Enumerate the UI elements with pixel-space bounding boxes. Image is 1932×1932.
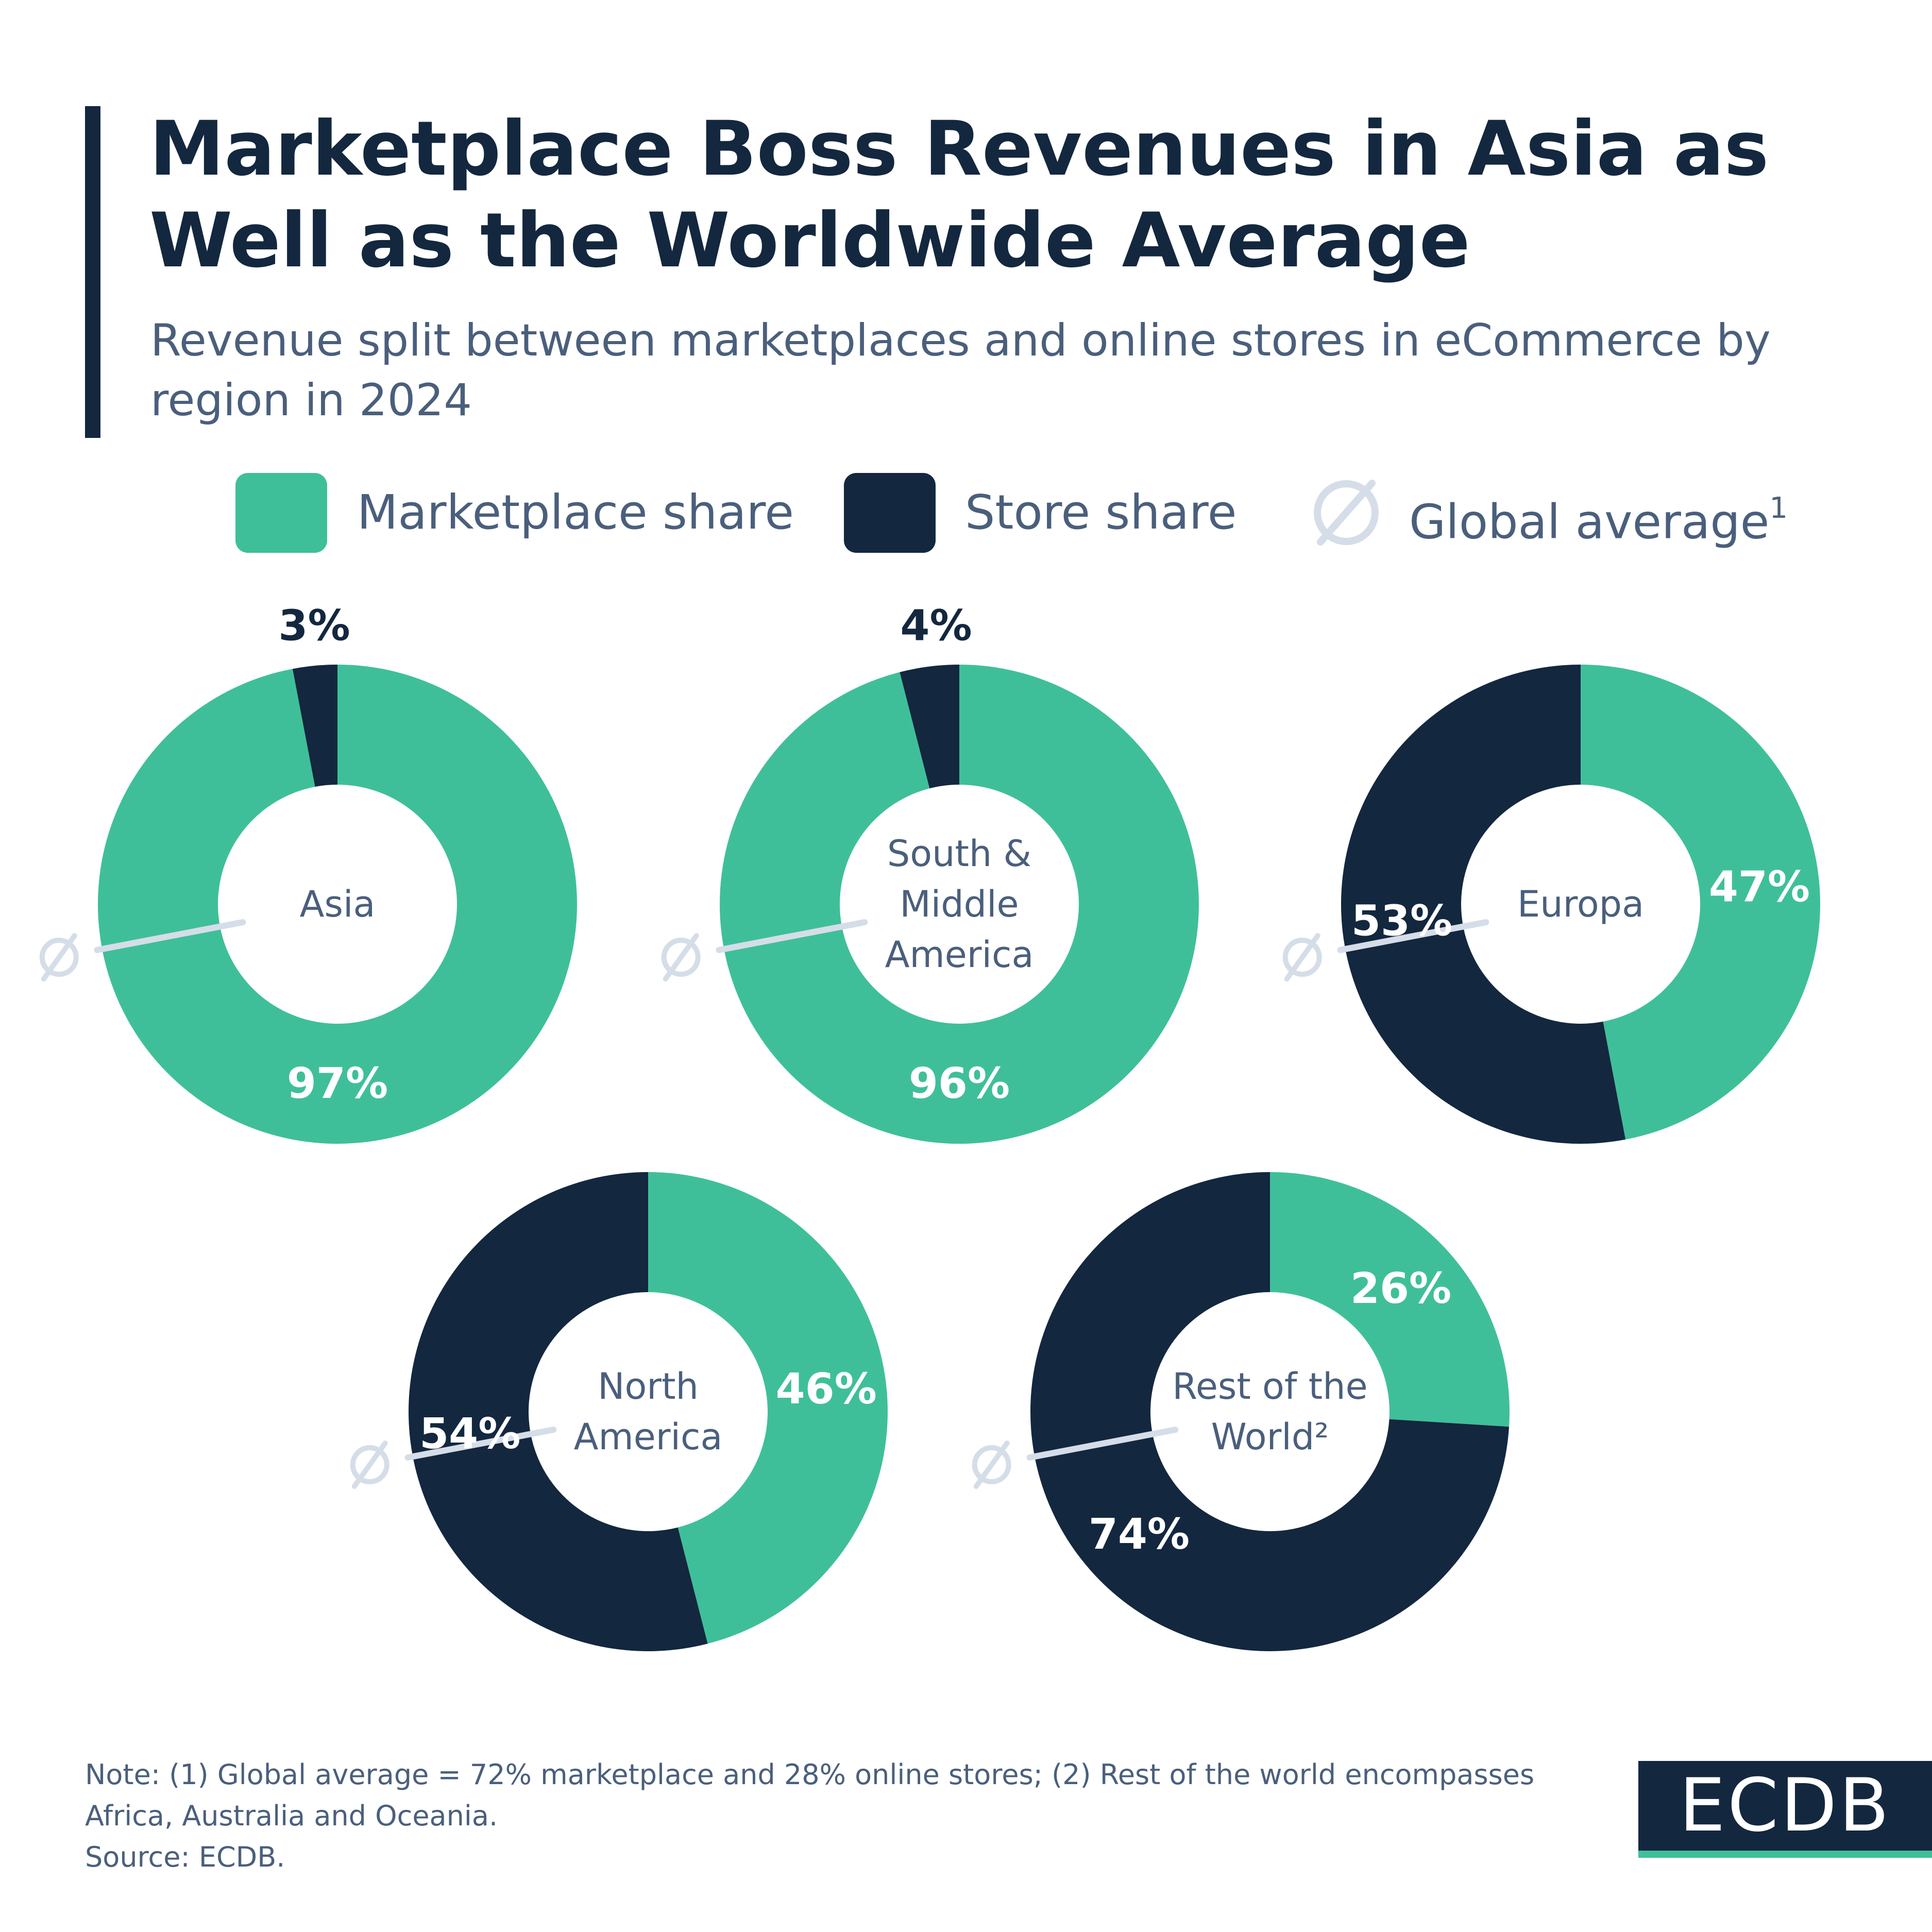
legend-average-label: Global average1 — [1409, 484, 1788, 551]
footnote-line-2: Africa, Australia and Oceania. — [85, 1800, 498, 1832]
store-segment — [900, 665, 959, 789]
average-marker-icon — [39, 933, 79, 982]
region-label: Rest of the World² — [1172, 1365, 1367, 1458]
global-average-marker — [716, 919, 868, 954]
legend-average-text: Global average — [1409, 494, 1770, 550]
marketplace-share-label: 47% — [1709, 863, 1810, 912]
region-label-line: Asia — [300, 883, 376, 925]
marketplace-share-label: 26% — [1350, 1264, 1451, 1313]
marketplace-segment — [648, 1172, 888, 1644]
average-marker-icon — [661, 933, 701, 982]
region-label-line: Middle — [900, 883, 1019, 925]
legend-marketplace-label: Marketplace share — [357, 485, 794, 540]
region-label: North America — [574, 1365, 723, 1458]
average-marker-ring — [1282, 938, 1322, 977]
page-subtitle: Revenue split between marketplaces and o… — [150, 315, 1771, 426]
global-average-marker — [1026, 1427, 1179, 1461]
marketplace-segment — [1581, 665, 1821, 1140]
legend-store-label: Store share — [965, 485, 1237, 540]
average-marker-slash — [351, 1440, 388, 1489]
title-accent-bar — [85, 106, 100, 438]
average-marker-ring — [350, 1445, 389, 1485]
region-label: Asia — [300, 883, 376, 925]
store-share-label: 4% — [900, 602, 972, 651]
global-average-marker — [404, 1427, 557, 1461]
store-share-label: 74% — [1089, 1510, 1190, 1559]
average-marker-icon — [1282, 933, 1322, 982]
average-marker-slash — [41, 933, 77, 982]
store-share-label: 54% — [419, 1410, 520, 1459]
average-marker-icon — [972, 1440, 1011, 1489]
average-marker-icon — [350, 1440, 389, 1489]
average-icon — [1314, 480, 1379, 546]
marketplace-share-label: 46% — [776, 1365, 877, 1414]
page-title: Marketplace Boss Revenues in Asia as Wel… — [149, 105, 1769, 284]
average-marker-ring — [972, 1445, 1011, 1485]
region-label-line: South & — [887, 833, 1031, 875]
legend-average-footnote: 1 — [1769, 492, 1788, 525]
marketplace-segment — [98, 665, 578, 1144]
legend-marketplace-swatch — [235, 473, 327, 553]
ecdb-logo: ECDB — [1638, 1761, 1932, 1858]
store-share-label: 53% — [1351, 896, 1452, 945]
legend-store-swatch — [844, 473, 936, 553]
region-label-line: Europa — [1517, 883, 1644, 925]
average-marker-slash — [1284, 933, 1320, 982]
store-segment — [1341, 665, 1626, 1144]
source-line: Source: ECDB. — [85, 1841, 285, 1873]
region-label-line: America — [885, 934, 1034, 976]
store-segment — [292, 665, 337, 787]
footnote-line-1: Note: (1) Global average = 72% marketpla… — [85, 1758, 1535, 1791]
marketplace-segment — [1270, 1172, 1510, 1427]
average-marker-slash — [663, 933, 699, 982]
region-label-line: World² — [1211, 1416, 1329, 1458]
average-marker-slash — [973, 1440, 1010, 1489]
region-label-line: America — [574, 1416, 723, 1458]
marketplace-share-label: 97% — [287, 1059, 388, 1108]
average-marker-ring — [39, 938, 79, 977]
average-marker-ring — [661, 938, 701, 977]
region-label: Europa — [1517, 883, 1644, 925]
region-label: South & Middle America — [885, 833, 1034, 976]
store-segment — [408, 1172, 708, 1651]
region-label-line: Rest of the — [1172, 1365, 1367, 1408]
store-share-label: 3% — [278, 602, 350, 651]
global-average-marker — [1337, 919, 1489, 954]
store-segment — [1030, 1172, 1510, 1651]
marketplace-share-label: 96% — [909, 1059, 1010, 1108]
marketplace-segment — [720, 665, 1199, 1144]
global-average-marker — [94, 919, 246, 954]
footnote: Note: (1) Global average = 72% marketpla… — [85, 1754, 1579, 1878]
region-label-line: North — [598, 1365, 699, 1408]
